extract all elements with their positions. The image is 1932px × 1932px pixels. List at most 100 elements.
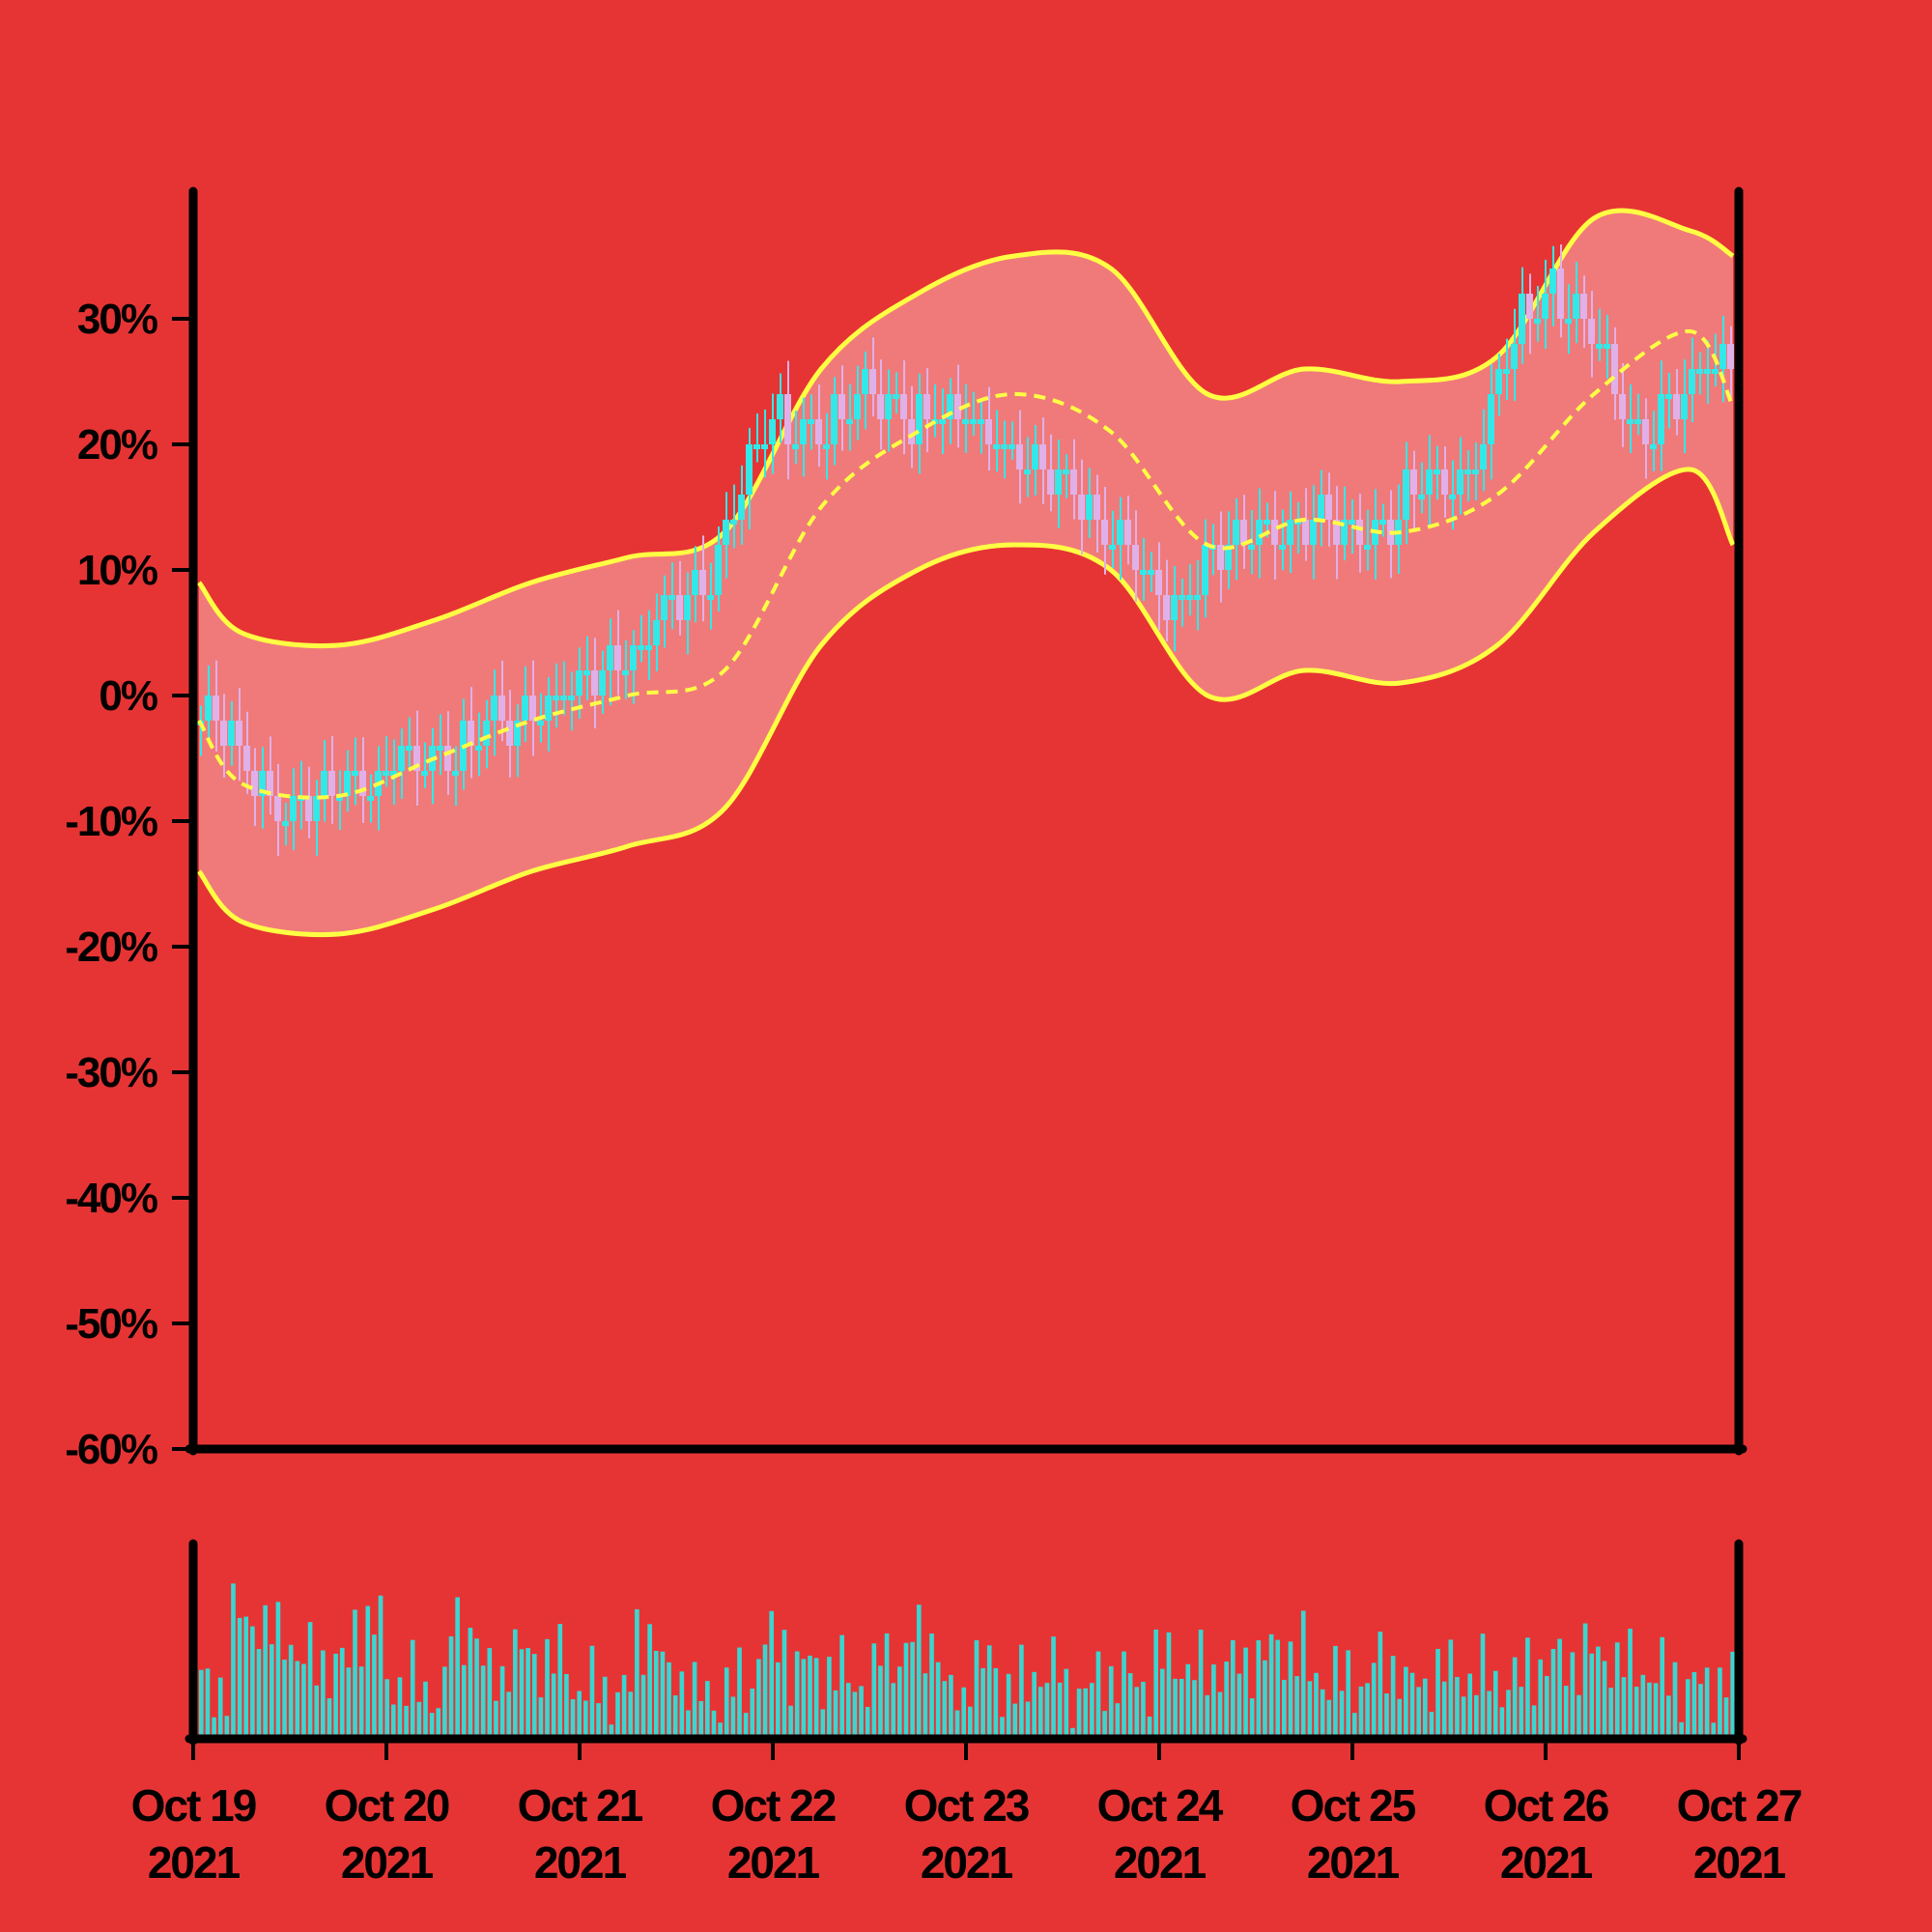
candle-body	[1634, 419, 1641, 424]
volume-bar	[923, 1673, 928, 1735]
candle-body	[815, 419, 822, 444]
candle-body	[661, 595, 668, 620]
volume-bar	[705, 1681, 710, 1735]
volume-bar	[1307, 1681, 1313, 1735]
candle-body	[908, 419, 915, 444]
volume-bar	[762, 1644, 768, 1735]
volume-bar	[1243, 1647, 1248, 1735]
volume-bar	[1365, 1683, 1370, 1735]
candle-body	[1310, 520, 1317, 545]
candle-body	[1124, 520, 1131, 545]
candle-body	[1573, 294, 1579, 319]
volume-bar	[1019, 1644, 1024, 1735]
volume-bar	[640, 1674, 646, 1735]
volume-bar	[954, 1710, 960, 1735]
volume-bar	[384, 1679, 389, 1735]
volume-bar	[1653, 1683, 1659, 1735]
volume-bar	[480, 1665, 486, 1735]
volume-bar	[1550, 1648, 1556, 1735]
candle-body	[1580, 294, 1587, 319]
volume-bar	[1608, 1688, 1613, 1735]
volume-bar	[275, 1602, 281, 1735]
candle-body	[831, 394, 838, 444]
volume-bar	[1032, 1671, 1037, 1735]
volume-bar	[321, 1650, 326, 1735]
y-tick-label: 20%	[77, 421, 157, 469]
volume-bar	[1621, 1677, 1627, 1735]
volume-bar	[1037, 1687, 1043, 1735]
volume-bar	[1409, 1672, 1415, 1735]
volume-bar	[859, 1686, 864, 1735]
candle-body	[1627, 419, 1634, 424]
candle-body	[359, 771, 366, 796]
y-tick-label: -50%	[65, 1300, 157, 1348]
candle-body	[1024, 469, 1031, 474]
volume-bar	[1691, 1671, 1697, 1735]
volume-bar	[788, 1705, 793, 1735]
volume-bar	[1153, 1629, 1158, 1735]
candle-body	[576, 670, 582, 696]
candle-body	[282, 821, 289, 826]
volume-bar	[1090, 1683, 1094, 1735]
candle-body	[1264, 520, 1270, 525]
candle-body	[1256, 520, 1263, 545]
volume-bar	[1730, 1651, 1735, 1735]
volume-bar	[776, 1662, 781, 1735]
x-tick-label-date: Oct 25	[1291, 1780, 1416, 1831]
volume-bar	[1660, 1636, 1665, 1735]
candle-body	[1457, 469, 1463, 495]
candle-body	[862, 369, 868, 394]
candle-body	[213, 696, 219, 721]
volume-bar	[1236, 1673, 1242, 1735]
volume-bar	[1435, 1648, 1440, 1735]
volume-bar	[448, 1635, 454, 1735]
volume-bar	[1160, 1668, 1165, 1735]
bollinger-middle-line	[197, 328, 1735, 800]
volume-bar	[980, 1667, 985, 1735]
candle-body	[1039, 444, 1046, 469]
volume-bar	[1263, 1660, 1267, 1735]
candle-body	[1225, 545, 1232, 570]
candle-body	[738, 495, 745, 520]
candle-body	[1542, 294, 1548, 319]
volume-bar	[1127, 1673, 1133, 1735]
volume-bar	[1685, 1679, 1690, 1735]
volume-bar	[1487, 1690, 1492, 1735]
volume-bar	[1461, 1696, 1466, 1735]
volume-bar	[596, 1703, 601, 1735]
volume-bar	[1326, 1699, 1332, 1735]
y-tick-label: 30%	[77, 296, 157, 343]
volume-bar	[1051, 1636, 1056, 1735]
candle-body	[1009, 444, 1015, 449]
volume-bar	[1602, 1661, 1607, 1735]
volume-bar	[1044, 1683, 1050, 1735]
candle-body	[645, 645, 652, 650]
volume-bar	[1346, 1650, 1350, 1735]
candle-body	[1410, 469, 1417, 495]
candle-body	[506, 721, 513, 746]
volume-bars	[199, 1583, 1735, 1735]
candle-body	[730, 520, 737, 525]
volume-bar	[1474, 1694, 1479, 1735]
candle-body	[1094, 495, 1100, 520]
candle-body	[1349, 520, 1355, 525]
candle-body	[1163, 595, 1170, 620]
volume-bar	[499, 1665, 505, 1735]
volume-bar	[416, 1701, 422, 1735]
volume-bar	[212, 1717, 216, 1735]
candle-body	[1117, 520, 1123, 545]
volume-bar	[1557, 1638, 1562, 1735]
candle-body	[939, 419, 946, 424]
volume-bar	[813, 1658, 819, 1735]
x-tick-label-year: 2021	[534, 1837, 627, 1888]
volume-bar	[692, 1662, 697, 1735]
volume-bar	[949, 1674, 953, 1735]
volume-bar	[1455, 1677, 1460, 1735]
volume-bar	[667, 1662, 671, 1735]
candle-body	[1318, 495, 1324, 520]
volume-bar	[436, 1708, 441, 1735]
candle-body	[383, 771, 389, 776]
x-tick-label-year: 2021	[921, 1837, 1013, 1888]
candle-body	[723, 520, 729, 545]
candle-body	[1565, 319, 1572, 324]
